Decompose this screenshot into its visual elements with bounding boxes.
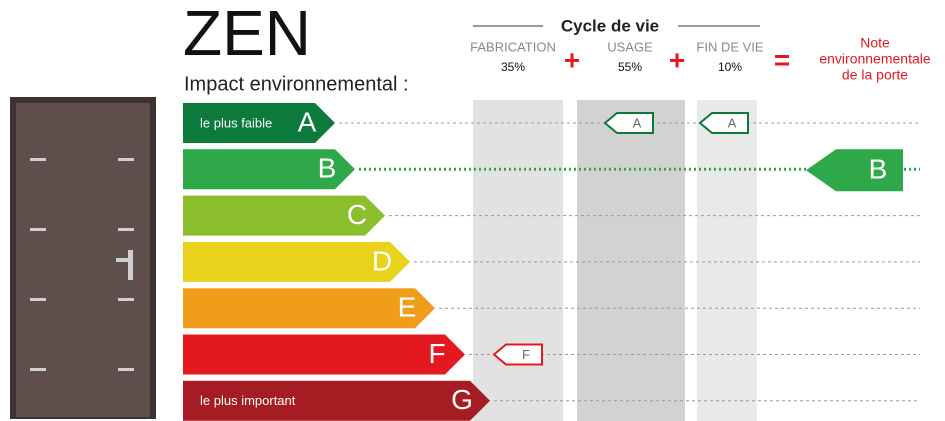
phase-share: 55% bbox=[618, 60, 642, 74]
phase-name: USAGE bbox=[607, 39, 653, 54]
grade-letter: C bbox=[347, 199, 367, 230]
phase-rating: F bbox=[522, 347, 530, 362]
grade-letter: F bbox=[428, 338, 445, 369]
grade-letter: E bbox=[398, 292, 417, 323]
phase-rating: A bbox=[728, 115, 737, 130]
operator: = bbox=[774, 44, 790, 75]
grade-letter: B bbox=[318, 153, 337, 184]
door bbox=[10, 97, 156, 419]
phase-rating-flag bbox=[700, 113, 748, 133]
grade-letter: G bbox=[451, 384, 473, 415]
grade-arrow bbox=[183, 335, 465, 375]
phase-rating-flag bbox=[494, 345, 542, 365]
cycle-title: Cycle de vie bbox=[561, 16, 659, 35]
grade-letter: A bbox=[298, 106, 317, 137]
operator: + bbox=[669, 44, 685, 75]
phase-name: FABRICATION bbox=[470, 39, 556, 54]
note-label: de la porte bbox=[842, 67, 908, 83]
note-label: environnementale bbox=[819, 51, 931, 67]
title: ZEN bbox=[183, 0, 311, 69]
phase-share: 35% bbox=[501, 60, 525, 74]
grade-letter: D bbox=[372, 245, 392, 276]
note-rating: B bbox=[869, 154, 888, 185]
phase-rating: A bbox=[633, 115, 642, 130]
grade-caption: le plus faible bbox=[200, 115, 272, 130]
phase-share: 10% bbox=[718, 60, 742, 74]
operator: + bbox=[564, 44, 580, 75]
phase-rating-flag bbox=[605, 113, 653, 133]
phase-name: FIN DE VIE bbox=[696, 39, 764, 54]
note-rating-flag bbox=[806, 149, 903, 191]
energy-label: ZEN Impact environnemental : Cycle de vi… bbox=[0, 0, 945, 421]
grade-caption: le plus important bbox=[200, 393, 296, 408]
phase-bands bbox=[473, 100, 757, 421]
subtitle: Impact environnemental : bbox=[184, 73, 409, 95]
note-label: Note bbox=[860, 35, 890, 51]
